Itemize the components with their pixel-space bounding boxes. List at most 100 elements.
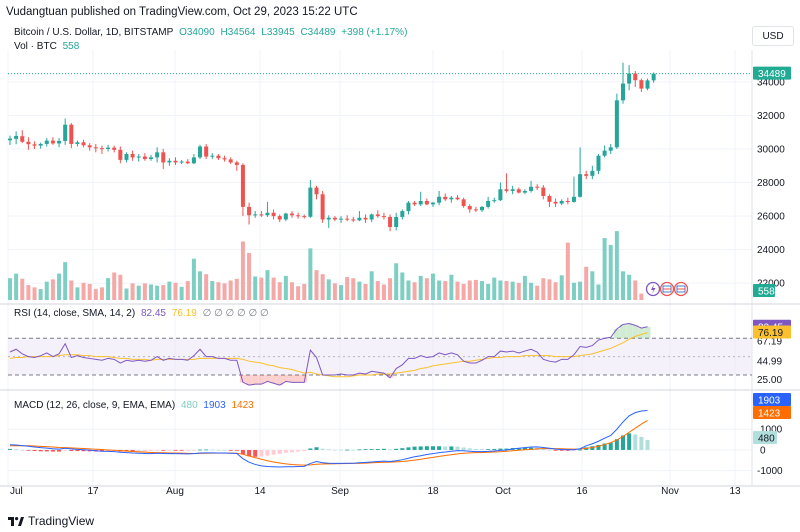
rsi-label[interactable]: RSI (14, close, SMA, 14, 2) [14, 308, 136, 319]
candle-body [326, 217, 331, 220]
volume-bar [467, 280, 472, 300]
price-tick-label: 30000 [757, 144, 785, 155]
candle-body [8, 138, 12, 141]
candle-body [571, 196, 576, 202]
candle-body [639, 80, 644, 89]
axes: 3400032000300002800026000240002200067.19… [10, 66, 791, 497]
volume-bar [247, 252, 252, 300]
candle-body [590, 170, 595, 176]
macd-histogram-bar [437, 446, 442, 450]
candle-body [596, 155, 601, 171]
rsi-tick-label: 44.99 [757, 357, 782, 368]
volume-bar [553, 282, 558, 300]
macd-histogram-bar [50, 449, 55, 452]
candle-body [167, 160, 172, 163]
volume-bar [155, 285, 160, 300]
candle-body [191, 157, 196, 164]
macd-histogram-bar [339, 449, 344, 451]
macd-histogram-bar [222, 449, 227, 451]
macd-histogram-bar [571, 449, 576, 451]
volume-bar [584, 266, 589, 300]
volume-bar [480, 281, 485, 300]
candle-body [283, 213, 288, 220]
macd-histogram-bar [443, 446, 448, 450]
candle-body [93, 147, 98, 149]
macd-histogram-bar [167, 449, 172, 451]
candle-body [529, 186, 534, 191]
volume-bar [424, 278, 429, 300]
volume-bar [112, 272, 117, 300]
macd-histogram-bar [424, 446, 429, 450]
candle-body [522, 190, 527, 193]
candle-body [486, 201, 491, 207]
volume-bar [406, 280, 411, 300]
currency-button[interactable]: USD [752, 26, 794, 46]
candle-body [430, 202, 435, 205]
macd-histogram-bar [357, 449, 362, 451]
price-legend: Bitcoin / U.S. Dollar, 1D, BITSTAMP O340… [14, 27, 410, 38]
candle-body [473, 209, 478, 211]
macd-histogram-bar [14, 449, 19, 451]
macd-histogram-bar [302, 449, 307, 452]
volume-bar [44, 281, 49, 300]
volume-bar [81, 282, 86, 300]
candle-body [320, 194, 325, 220]
candle-body [130, 154, 135, 158]
candle-body [204, 146, 209, 157]
macd-histogram-bar [210, 449, 215, 451]
volume-bar [142, 283, 147, 300]
volume-bar [559, 275, 564, 300]
macd-tick-label: 1000 [760, 425, 783, 436]
macd-histogram-bar [621, 435, 625, 450]
macd-histogram-bar [461, 447, 466, 450]
candle-body [614, 100, 619, 148]
macd-histogram-bar [8, 448, 12, 450]
candle-body [136, 156, 141, 158]
volume-bars [8, 231, 644, 300]
symbol-title[interactable]: Bitcoin / U.S. Dollar, 1D, BITSTAMP [14, 27, 174, 38]
volume-bar [596, 284, 601, 300]
volume-bar [578, 281, 583, 300]
rsi-tick-label: 67.19 [757, 336, 782, 347]
volume-label[interactable]: Vol · BTC [14, 41, 57, 52]
macd-histogram-bar [381, 448, 386, 450]
macd-histogram-bar [486, 449, 491, 450]
time-tick-label: Nov [661, 486, 679, 497]
volume-tag-bg [753, 284, 775, 297]
macd-label[interactable]: MACD (12, 26, close, 9, EMA, EMA) [14, 400, 176, 411]
macd-histogram-bar [271, 449, 276, 455]
time-tick-label: Oct [495, 486, 511, 497]
macd-histogram-bar [75, 449, 80, 452]
candle-body [504, 189, 509, 191]
volume-bar [320, 274, 325, 300]
candle-body [363, 217, 368, 220]
volume-bar [265, 270, 270, 300]
volume-bar [314, 270, 319, 300]
volume-value: 558 [62, 41, 80, 52]
price-tick-label: 28000 [757, 178, 785, 189]
candle-body [651, 73, 656, 81]
volume-bar [369, 271, 374, 300]
rsi-ma-line [9, 332, 648, 378]
volume-bar [210, 281, 215, 300]
macd-tick-label: -1000 [757, 466, 783, 477]
candle-body [498, 189, 503, 201]
candle-body [118, 149, 123, 160]
rsi-ma-tag: 76.19 [758, 328, 783, 339]
volume-bar [621, 271, 625, 300]
volume-bar [99, 287, 104, 300]
candle-body [339, 218, 344, 220]
candle-body [44, 140, 49, 144]
candle-body [142, 156, 147, 160]
macd-histogram-bar [388, 449, 393, 451]
ohlc-low: L33945 [261, 27, 295, 38]
candle-body [198, 146, 203, 158]
time-tick-label: Sep [331, 486, 349, 497]
macd-histogram-bar [57, 449, 62, 452]
volume-bar [185, 281, 190, 300]
volume-bar [590, 271, 595, 300]
candle-body [314, 187, 319, 195]
volume-bar [106, 278, 111, 300]
candle-body [253, 214, 258, 216]
